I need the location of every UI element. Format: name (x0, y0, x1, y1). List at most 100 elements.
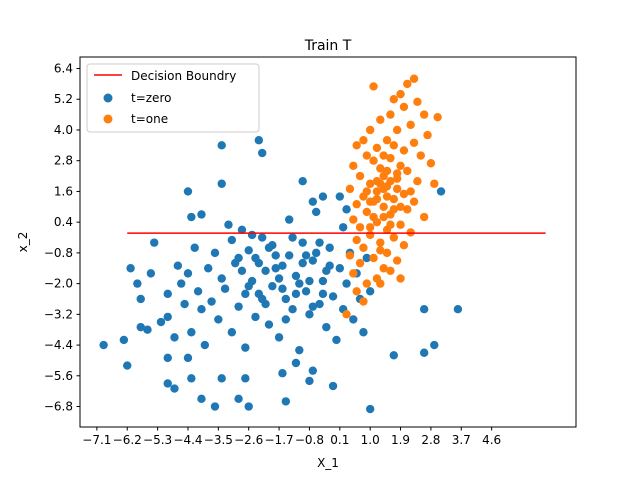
point-zero-88 (258, 294, 267, 304)
point-one-95 (372, 176, 382, 186)
point-zero-16 (187, 328, 196, 337)
x-tick-label: 1.0 (361, 433, 380, 447)
point-zero-38 (261, 266, 270, 276)
point-one-89 (392, 169, 402, 178)
point-one-33 (430, 179, 439, 188)
point-one-58 (382, 248, 392, 258)
point-zero-48 (295, 345, 304, 355)
point-zero-54 (315, 299, 324, 309)
point-one-31 (365, 179, 375, 188)
point-one-68 (376, 279, 385, 288)
point-zero-97 (318, 289, 328, 299)
point-zero-9 (163, 312, 172, 322)
point-one-64 (349, 269, 358, 278)
point-zero-71 (234, 253, 243, 263)
point-zero-91 (278, 284, 287, 293)
point-one-6 (399, 102, 409, 112)
point-zero-99 (217, 141, 226, 150)
point-zero-8 (156, 317, 166, 327)
point-one-11 (406, 120, 415, 130)
point-one-22 (362, 151, 371, 160)
x-tick-label: 1.9 (391, 433, 410, 447)
point-zero-70 (227, 235, 237, 245)
point-zero-47 (291, 271, 301, 281)
point-one-54 (352, 235, 361, 245)
point-zero-83 (315, 238, 324, 247)
points-layer (99, 74, 463, 414)
point-one-42 (403, 205, 412, 214)
point-zero-19 (197, 305, 206, 314)
point-zero-43 (278, 261, 287, 270)
point-one-69 (396, 274, 405, 283)
point-zero-25 (217, 274, 226, 283)
point-zero-103 (197, 210, 206, 219)
point-one-0 (369, 82, 378, 91)
point-one-49 (355, 223, 365, 232)
point-one-1 (403, 79, 412, 89)
point-zero-4 (136, 294, 145, 304)
point-zero-123 (197, 394, 206, 404)
point-one-77 (389, 141, 398, 150)
point-one-2 (409, 74, 419, 83)
point-zero-30 (234, 302, 243, 311)
point-one-79 (392, 184, 402, 194)
point-zero-122 (234, 394, 243, 404)
point-one-93 (365, 197, 375, 206)
point-one-75 (396, 161, 405, 171)
point-one-39 (409, 197, 419, 206)
point-one-96 (396, 202, 405, 211)
point-zero-13 (177, 279, 186, 288)
y-tick-label: 5.2 (54, 92, 73, 106)
point-zero-104 (254, 136, 264, 145)
point-zero-45 (285, 215, 294, 224)
point-one-4 (413, 97, 422, 107)
point-one-72 (386, 266, 395, 276)
point-one-24 (426, 159, 436, 168)
point-zero-59 (332, 335, 341, 345)
point-zero-58 (328, 292, 338, 301)
point-zero-107 (308, 197, 318, 206)
y-tick-label: −2.0 (44, 277, 73, 291)
point-zero-26 (220, 284, 230, 293)
point-zero-53 (311, 207, 321, 217)
legend-marker-zero (103, 93, 113, 103)
point-zero-114 (453, 305, 463, 314)
point-zero-78 (281, 315, 291, 324)
point-zero-124 (170, 384, 179, 393)
point-zero-11 (170, 333, 179, 342)
point-zero-73 (247, 230, 257, 240)
point-zero-23 (210, 248, 220, 258)
legend-label-one: t=one (131, 112, 168, 126)
point-one-66 (362, 279, 371, 288)
x-tick-label: −3.5 (204, 433, 233, 447)
point-one-28 (355, 171, 365, 181)
point-zero-112 (436, 187, 446, 196)
point-one-7 (433, 112, 442, 122)
point-zero-33 (244, 246, 253, 255)
point-zero-12 (173, 261, 183, 270)
x-tick-label: 0.1 (330, 433, 349, 447)
point-one-38 (389, 194, 398, 204)
point-one-60 (369, 253, 378, 263)
point-zero-77 (274, 274, 284, 283)
point-zero-85 (237, 266, 247, 276)
point-zero-106 (298, 176, 307, 186)
point-one-90 (369, 212, 378, 222)
point-zero-130 (305, 376, 314, 386)
point-zero-60 (335, 264, 345, 273)
point-zero-22 (207, 297, 216, 306)
point-zero-89 (264, 243, 274, 252)
point-zero-105 (258, 148, 267, 158)
point-one-27 (403, 166, 412, 176)
point-one-34 (345, 184, 355, 194)
y-tick-label: 2.8 (54, 154, 73, 168)
point-zero-118 (365, 404, 375, 414)
point-zero-44 (281, 294, 291, 304)
point-zero-108 (318, 192, 328, 201)
y-tick-label: 0.4 (54, 215, 73, 229)
point-zero-20 (200, 340, 210, 350)
point-zero-86 (244, 281, 253, 291)
legend-label-boundary: Decision Boundry (131, 69, 236, 83)
point-one-82 (386, 220, 395, 229)
